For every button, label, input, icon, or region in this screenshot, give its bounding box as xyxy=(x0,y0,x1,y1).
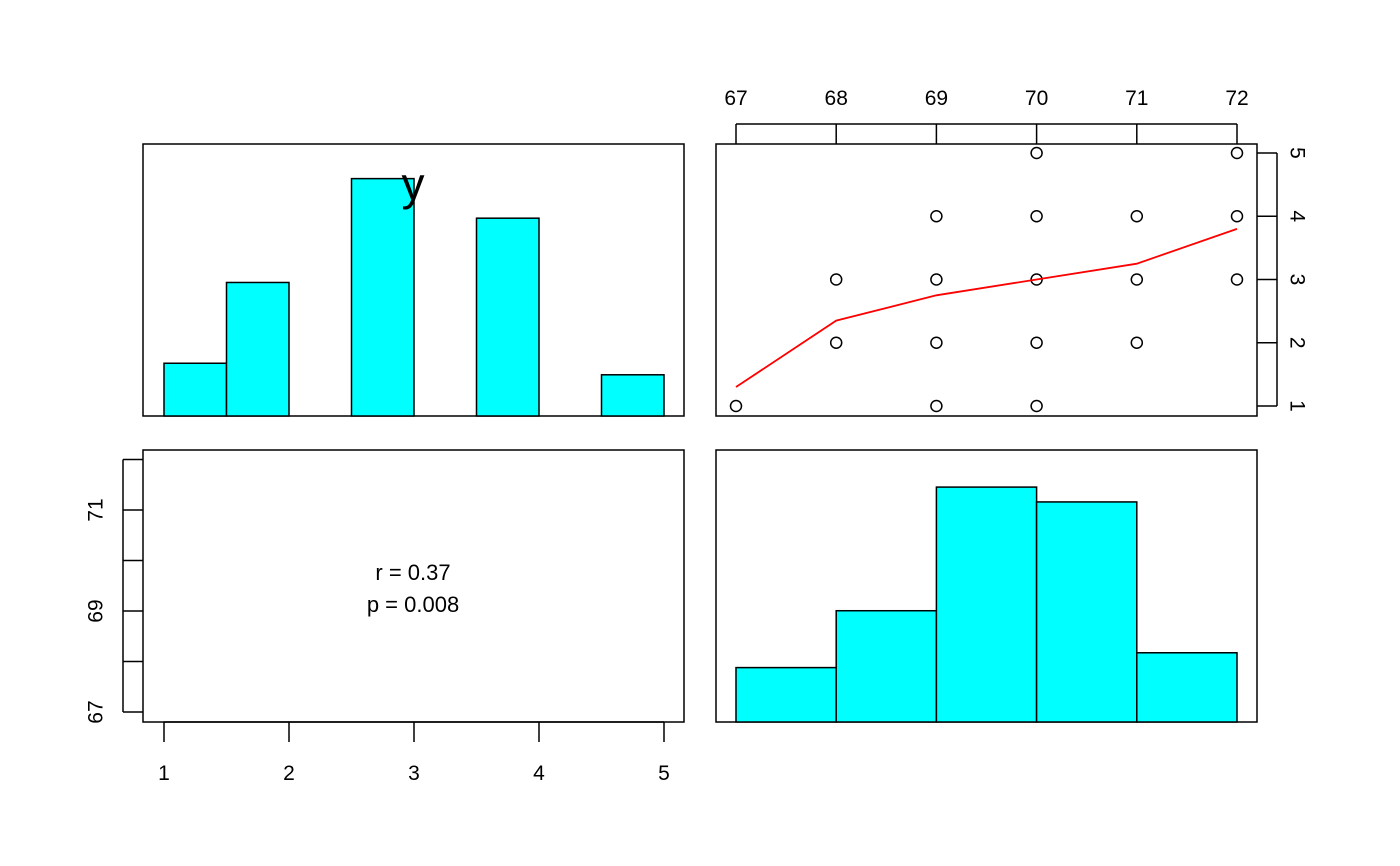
scatter-point xyxy=(1130,210,1144,223)
correlation-p-text: p = 0.008 xyxy=(367,592,459,617)
scatter-x-tick-label: 70 xyxy=(1025,87,1048,110)
scatter-y-tick-label: 5 xyxy=(1286,147,1309,159)
histogram-y-bar xyxy=(475,217,540,417)
scatter-point xyxy=(930,273,943,286)
panel-title-y: y xyxy=(402,158,425,210)
histogram-x-panel xyxy=(735,486,1238,723)
correlation-y-tick-label: 71 xyxy=(84,498,107,521)
scatter-point xyxy=(930,399,943,413)
scatter-point xyxy=(1030,146,1043,160)
correlation-x-tick-label: 2 xyxy=(283,762,295,785)
scatter-point xyxy=(1230,146,1244,160)
histogram-x-bar xyxy=(935,486,1038,723)
scatter-point xyxy=(829,273,843,286)
scatter-y-tick-label: 4 xyxy=(1286,210,1309,222)
scatter-x-tick-label: 72 xyxy=(1225,87,1248,110)
scatter-point xyxy=(1030,210,1043,223)
scatter-point xyxy=(1030,336,1043,349)
smooth-line xyxy=(735,228,1238,388)
histogram-y-panel: y xyxy=(163,158,665,417)
scatter-x-tick-label: 69 xyxy=(925,87,948,110)
correlation-x-tick-label: 4 xyxy=(533,762,545,785)
scatter-point xyxy=(829,336,843,349)
scatter-y-tick-label: 1 xyxy=(1286,400,1309,412)
correlation-y-tick-label: 69 xyxy=(84,599,107,622)
correlation-x-tick-label: 1 xyxy=(158,762,170,785)
histogram-x-bar xyxy=(1136,652,1238,723)
scatter-point xyxy=(1030,399,1043,413)
scatter-point xyxy=(930,210,943,223)
scatter-y-tick-label: 2 xyxy=(1286,337,1309,349)
correlation-panel: 1 2 3 4 5 67 69 71 r = 0.37 p = 0.008 xyxy=(84,458,670,785)
scatter-point xyxy=(1230,273,1244,286)
scatter-point xyxy=(1130,273,1144,286)
histogram-y-bar xyxy=(163,362,228,417)
scatter-x-tick-label: 67 xyxy=(724,87,747,110)
scatter-x-tick-label: 71 xyxy=(1125,87,1148,110)
histogram-y-bar xyxy=(350,177,415,417)
histogram-x-bar xyxy=(1035,501,1138,723)
scatter-panel: 67 68 69 70 71 72 1 2 3 4 5 xyxy=(724,87,1309,413)
correlation-y-tick-label: 67 xyxy=(84,700,107,723)
histogram-y-bar xyxy=(600,374,665,417)
scatter-point xyxy=(729,399,743,413)
scatter-point xyxy=(1130,336,1144,349)
panel-frame-bottom-left xyxy=(142,449,685,723)
scatter-y-tick-label: 3 xyxy=(1286,274,1309,286)
correlation-x-tick-label: 3 xyxy=(408,762,420,785)
histogram-x-bar xyxy=(735,666,837,723)
histogram-x-bar xyxy=(835,609,938,723)
panel-frame-top-right xyxy=(715,143,1258,417)
scatter-x-tick-label: 68 xyxy=(825,87,848,110)
correlation-x-tick-label: 5 xyxy=(658,762,670,785)
scatter-point xyxy=(1230,210,1244,223)
scatter-point xyxy=(930,336,943,349)
correlation-r-text: r = 0.37 xyxy=(375,560,450,585)
histogram-y-bar xyxy=(225,281,290,417)
